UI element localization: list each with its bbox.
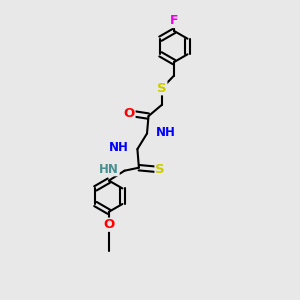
Text: NH: NH <box>109 141 129 154</box>
Text: O: O <box>103 218 115 231</box>
Text: F: F <box>170 14 178 28</box>
Text: S: S <box>155 163 165 176</box>
Text: S: S <box>157 82 167 95</box>
Text: O: O <box>124 107 135 120</box>
Text: NH: NH <box>156 125 176 139</box>
Text: HN: HN <box>99 163 119 176</box>
